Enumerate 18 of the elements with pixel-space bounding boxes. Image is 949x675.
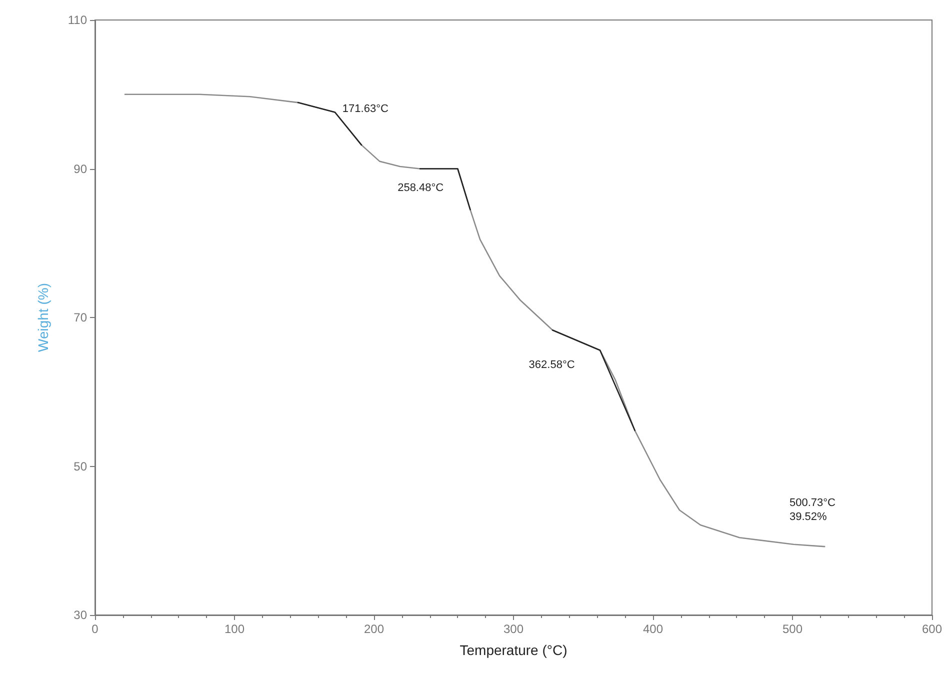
x-tick-label: 600 bbox=[922, 622, 942, 636]
annotation: 171.63°C bbox=[342, 103, 388, 116]
annotation: 258.48°C bbox=[398, 182, 444, 194]
y-tick-label: 30 bbox=[74, 608, 88, 622]
x-axis-title: Temperature (°C) bbox=[460, 642, 568, 658]
x-tick-label: 400 bbox=[642, 622, 664, 636]
x-tick-label: 100 bbox=[224, 622, 245, 636]
y-tick-label: 90 bbox=[74, 162, 88, 176]
x-tick-label: 500 bbox=[782, 622, 803, 636]
y-tick-label: 50 bbox=[74, 459, 88, 474]
annotation: 362.58°C bbox=[528, 359, 575, 372]
x-tick-label: 0 bbox=[92, 622, 99, 636]
y-tick-label: 70 bbox=[74, 310, 88, 324]
annotation: 500.73°C 39.52% bbox=[790, 497, 836, 524]
x-tick-label: 300 bbox=[503, 622, 524, 636]
y-axis-title: Weight (%) bbox=[35, 283, 51, 352]
x-tick-label: 200 bbox=[364, 622, 384, 636]
y-tick-label: 110 bbox=[68, 13, 88, 27]
